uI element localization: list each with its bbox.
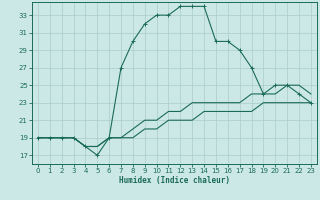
X-axis label: Humidex (Indice chaleur): Humidex (Indice chaleur) bbox=[119, 176, 230, 185]
